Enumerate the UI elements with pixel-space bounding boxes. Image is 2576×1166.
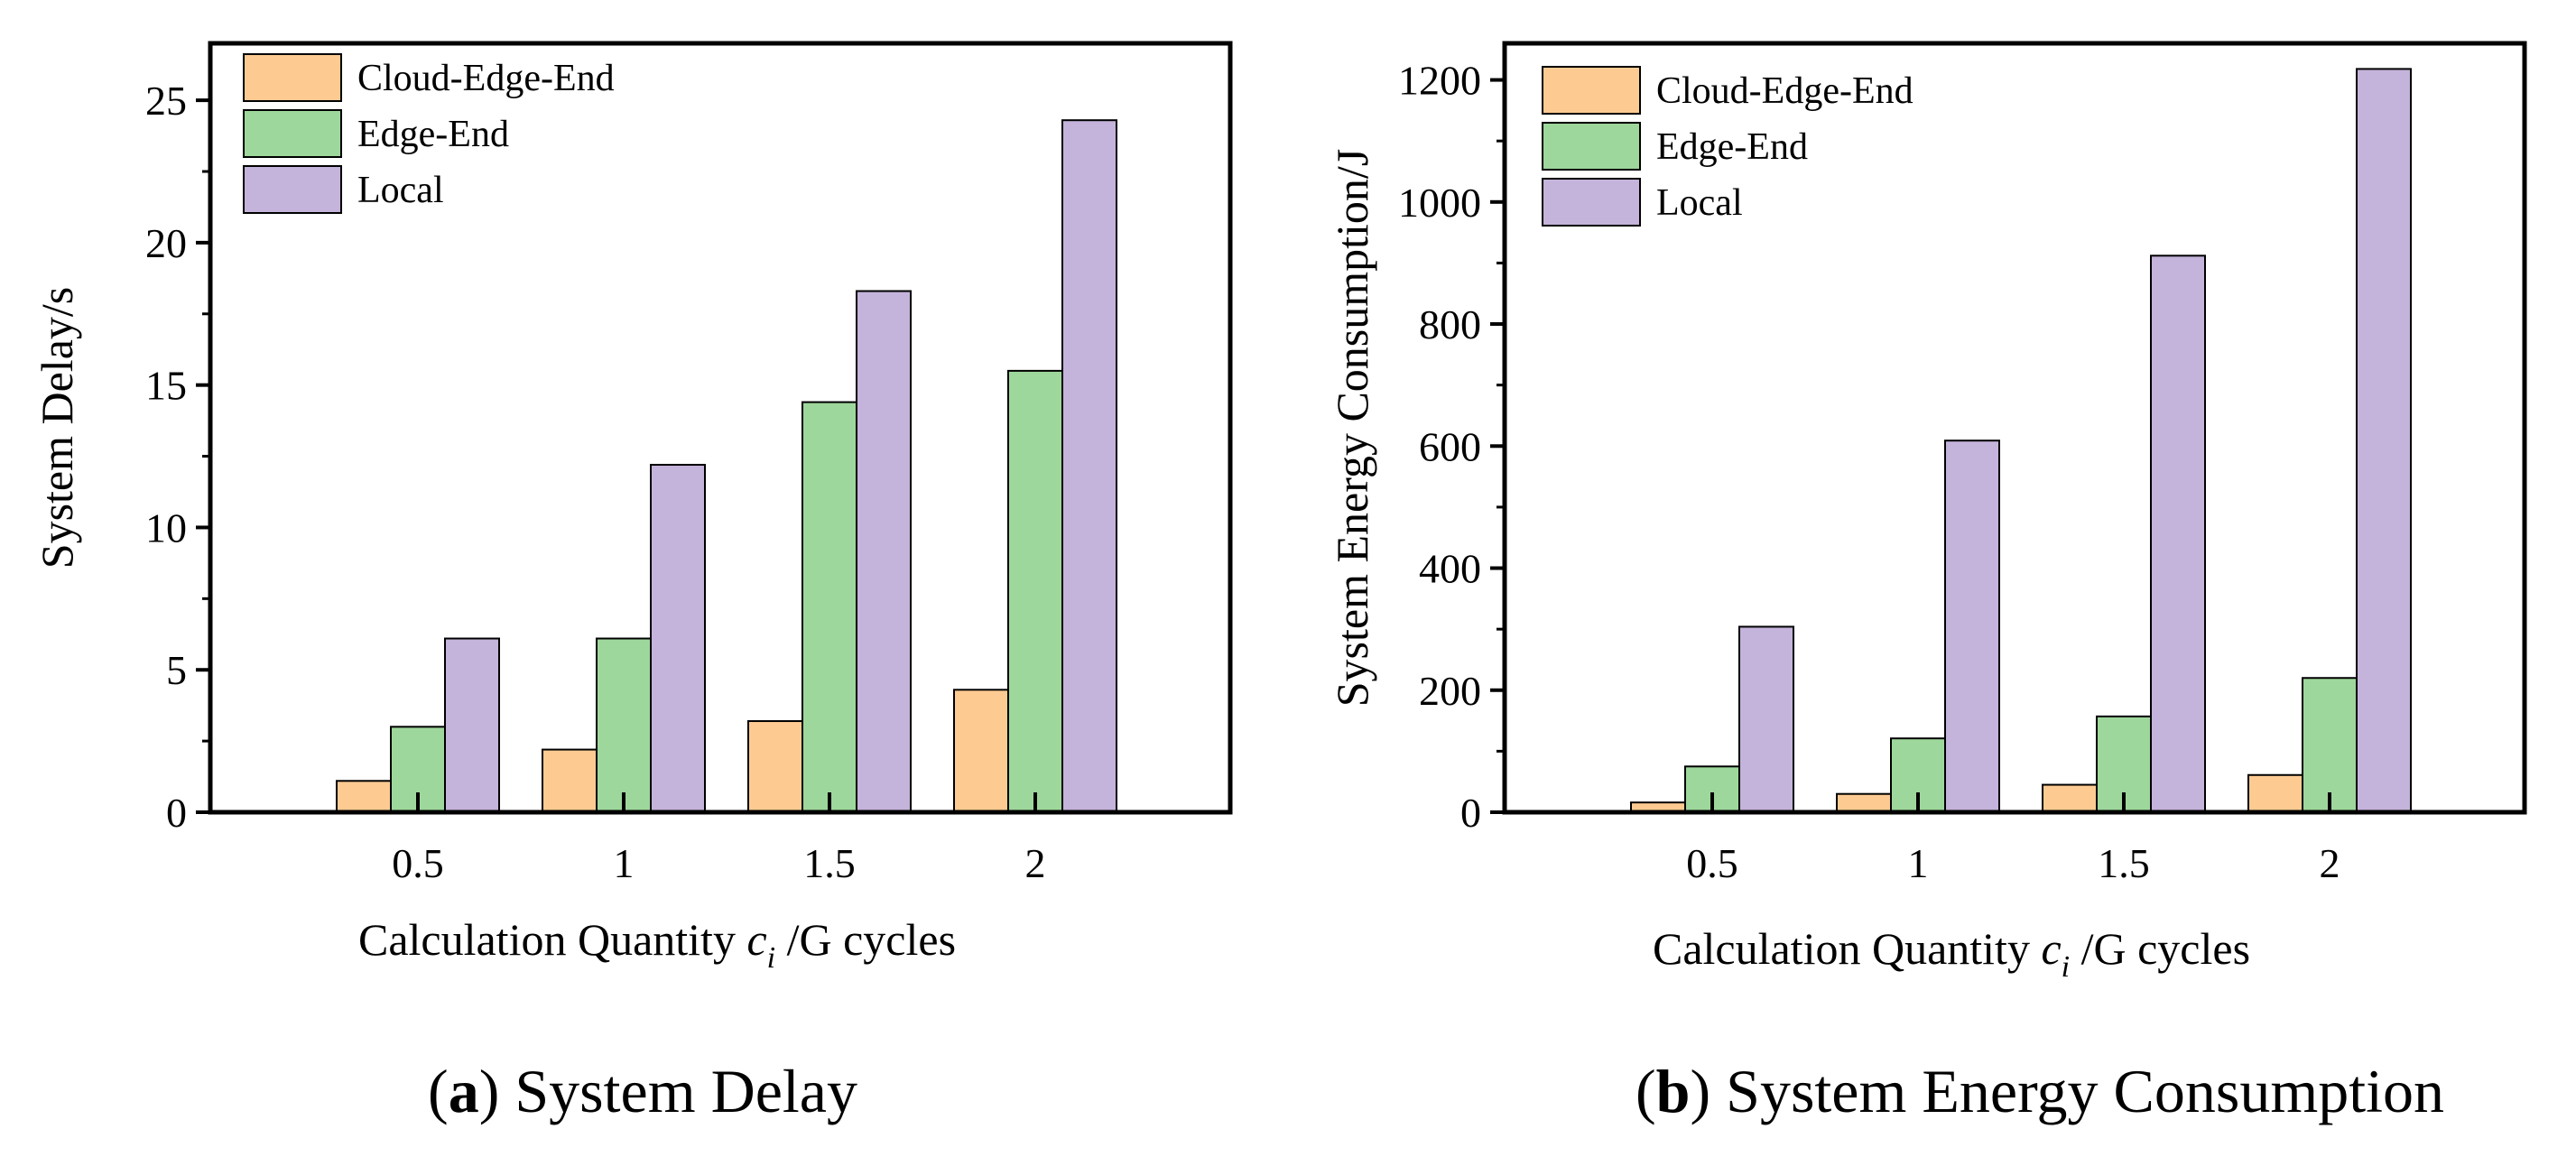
bar-edge-end-2 [2302, 677, 2358, 813]
x-tick-label: 1 [614, 840, 635, 886]
y-tick-label: 400 [1419, 546, 1481, 592]
y-tick-label: 800 [1419, 301, 1481, 347]
caption-paren-close: ) [1690, 1057, 1726, 1125]
y-tick-label: 600 [1419, 423, 1481, 469]
x-tick-label: 2 [2320, 840, 2340, 886]
legend-label-edge-end: Edge-End [1656, 126, 1808, 168]
x-tick-label: 1 [1908, 840, 1929, 886]
bar-local-0.5 [444, 637, 500, 813]
legend-swatch-cloud-edge-end [243, 53, 342, 102]
y-tick-label: 5 [166, 647, 187, 693]
caption-paren-close: ) [479, 1057, 515, 1125]
y-axis-label: System Energy Consumption/J [1327, 149, 1377, 708]
subfigure-caption: (a) System Delay [428, 1057, 857, 1125]
legend-label-cloud-edge-end: Cloud-Edge-End [357, 58, 615, 99]
bar-cloud-edge-end-1 [1836, 792, 1892, 814]
y-tick-label: 200 [1419, 668, 1481, 714]
x-axis-label-variable: c [746, 914, 766, 965]
y-tick-label: 10 [145, 504, 187, 551]
legend-label-edge-end: Edge-End [357, 114, 509, 155]
x-axis-label-unit: /G cycles [787, 914, 956, 965]
x-axis-label-subscript: i [767, 941, 775, 975]
x-axis-label-subscript: i [2062, 950, 2070, 984]
subfigure-caption: (b) System Energy Consumption [1635, 1057, 2444, 1125]
y-tick-label: 1200 [1398, 58, 1481, 104]
legend-swatch-cloud-edge-end [1542, 66, 1641, 115]
caption-letter: b [1656, 1057, 1691, 1125]
x-tick-label: 0.5 [392, 840, 444, 886]
bar-cloud-edge-end-1 [542, 748, 598, 813]
plot-frame [1502, 41, 2527, 815]
x-axis-label-unit: /G cycles [2081, 923, 2250, 974]
bar-local-1.5 [2150, 254, 2206, 814]
x-axis-label-main: Calculation Quantity [1653, 923, 2030, 974]
caption-title: System Delay [514, 1057, 857, 1125]
bar-cloud-edge-end-2 [2247, 773, 2303, 813]
legend-swatch-local [243, 165, 342, 214]
legend-label-local: Local [357, 170, 444, 211]
legend: Cloud-Edge-End Edge-End Local [1542, 66, 1913, 227]
x-tick-label: 1.5 [2098, 840, 2150, 886]
bar-edge-end-2 [1007, 369, 1063, 813]
x-axis-label-space [775, 914, 787, 965]
legend-label-local: Local [1656, 182, 1743, 224]
x-axis-label-main: Calculation Quantity [358, 914, 736, 965]
y-tick-label: 15 [145, 363, 187, 409]
caption-letter: a [449, 1057, 479, 1125]
y-tick-label: 25 [145, 78, 187, 124]
caption-paren-open: ( [428, 1057, 449, 1125]
bar-cloud-edge-end-0.5 [336, 780, 392, 813]
bar-local-0.5 [1738, 625, 1794, 814]
caption-paren-open: ( [1635, 1057, 1656, 1125]
bar-local-2 [1061, 119, 1117, 813]
bar-local-1 [650, 464, 706, 813]
y-tick-label: 20 [145, 220, 187, 266]
y-tick-label: 0 [1460, 790, 1481, 836]
y-tick-label: 1000 [1398, 180, 1481, 226]
bar-edge-end-1 [596, 637, 652, 813]
bar-cloud-edge-end-2 [953, 689, 1009, 813]
legend: Cloud-Edge-End Edge-End Local [243, 53, 615, 214]
x-axis-label-space [736, 914, 747, 965]
x-tick-label: 2 [1025, 840, 1046, 886]
legend-swatch-edge-end [1542, 122, 1641, 171]
bar-local-1 [1944, 440, 2000, 813]
x-tick-label: 0.5 [1686, 840, 1738, 886]
x-axis-label: Calculation Quantity ci /G cycles [1653, 923, 2250, 984]
bar-local-1.5 [856, 290, 912, 813]
x-axis-label: Calculation Quantity ci /G cycles [358, 914, 956, 975]
legend-swatch-local [1542, 178, 1641, 227]
caption-title: System Energy Consumption [1726, 1057, 2444, 1125]
bar-cloud-edge-end-1.5 [747, 720, 803, 813]
y-axis-label: System Delay/s [32, 287, 82, 569]
energy-chart: 0 200 400 600 800 1000 1200 0.5 1 1.5 2 System Ener… [1327, 41, 2527, 1125]
plot-frame [208, 41, 1233, 815]
legend-swatch-edge-end [243, 109, 342, 158]
legend-label-cloud-edge-end: Cloud-Edge-End [1656, 70, 1913, 112]
bar-cloud-edge-end-1.5 [2042, 783, 2098, 813]
delay-chart: 0 5 10 15 20 25 0.5 1 1.5 2 System Delay/s Calculat… [32, 41, 1233, 1125]
y-tick-label: 0 [166, 790, 187, 836]
x-tick-label: 1.5 [803, 840, 856, 886]
bar-edge-end-1.5 [802, 401, 857, 813]
x-axis-label-space [2030, 923, 2042, 974]
bar-local-2 [2356, 68, 2412, 813]
x-axis-label-variable: c [2041, 923, 2061, 974]
x-axis-label-space [2070, 923, 2081, 974]
